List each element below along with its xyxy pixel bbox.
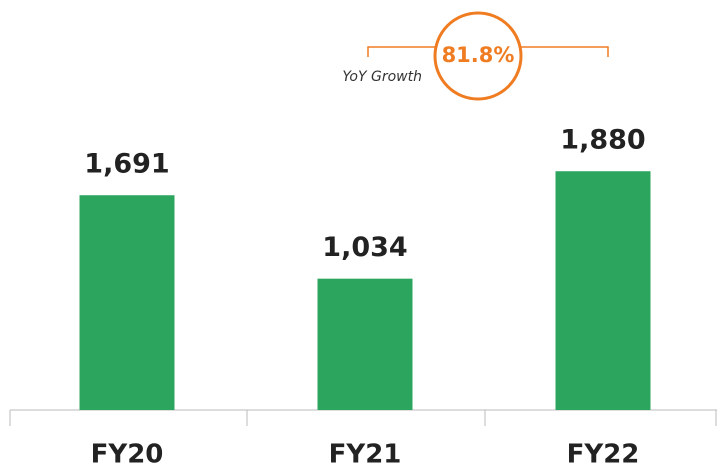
x-axis [9, 409, 717, 426]
bar [555, 171, 651, 410]
x-tick-label: FY20 [91, 440, 164, 470]
bar [317, 278, 413, 410]
growth-value: 81.8% [442, 43, 515, 67]
x-tick-label: FY22 [567, 440, 640, 470]
growth-circle [433, 11, 523, 101]
bar [79, 195, 175, 410]
x-tick-label: FY21 [329, 440, 402, 470]
bracket [367, 46, 609, 57]
value-label: 1,691 [84, 149, 169, 180]
growth-label: YoY Growth [342, 69, 422, 85]
value-label: 1,034 [322, 232, 407, 263]
growth-annotation: 81.8% YoY Growth [342, 11, 609, 101]
value-label: 1,880 [560, 125, 645, 156]
